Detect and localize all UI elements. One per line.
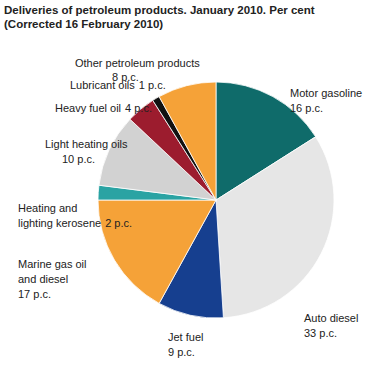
slice [216, 137, 334, 318]
title: Deliveries of petroleum products. Januar… [4, 4, 315, 16]
value-label: 9 p.c. [168, 346, 195, 358]
category-label: Jet fuel [168, 331, 203, 343]
category-label: Other petroleum products [75, 57, 200, 69]
slice [159, 82, 216, 200]
value-label: 16 p.c. [290, 102, 323, 114]
category-label: Marine gas oil and diesel [18, 258, 90, 285]
labels: Motor gasoline 16 p.c. Auto diesel 33 p.c. J… [18, 57, 362, 358]
category-label: Heating and lighting kerosene [18, 202, 101, 229]
value-label: 8 p.c. [112, 71, 139, 83]
value-label: 10 p.c. [62, 153, 95, 165]
category-label: Heavy fuel oil [55, 102, 121, 114]
pie [98, 82, 334, 318]
category-label: Motor gasoline [290, 87, 362, 99]
category-label: Light heating oils [45, 138, 128, 150]
value-label: 1 p.c. [139, 79, 166, 91]
slice [98, 200, 216, 303]
subtitle: (Corrected 16 February 2010) [4, 18, 163, 30]
value-label: 17 p.c. [18, 288, 51, 300]
value-label: 2 p.c. [105, 217, 132, 229]
value-label: 4 p.c. [125, 102, 152, 114]
value-label: 33 p.c. [304, 327, 337, 339]
chart: Deliveries of petroleum products. Januar… [0, 0, 370, 366]
category-label: Auto diesel [304, 312, 358, 324]
